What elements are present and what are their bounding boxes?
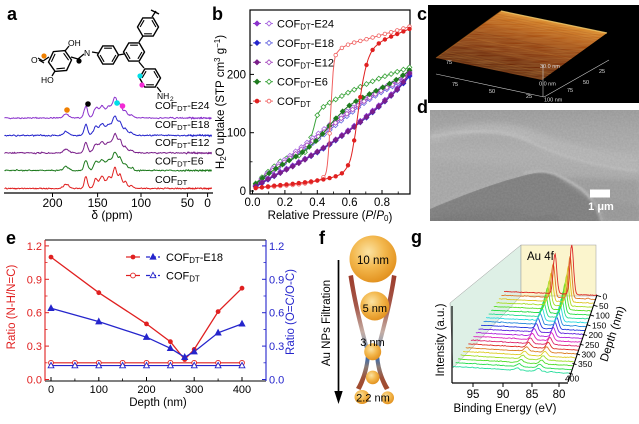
- svg-text:50: 50: [489, 89, 495, 95]
- svg-text:Relative Pressure (P/P0): Relative Pressure (P/P0): [268, 210, 393, 224]
- svg-text:200: 200: [42, 196, 62, 210]
- svg-text:2: 2: [170, 96, 174, 103]
- svg-text:O: O: [31, 55, 38, 65]
- svg-text:Depth (nm): Depth (nm): [129, 397, 187, 409]
- svg-text:300: 300: [185, 384, 203, 396]
- svg-text:80: 80: [553, 389, 566, 401]
- svg-text:200: 200: [137, 384, 155, 396]
- svg-text:e: e: [6, 228, 16, 248]
- svg-text:NH: NH: [157, 91, 169, 101]
- svg-text:1.2: 1.2: [269, 241, 284, 253]
- svg-text:0: 0: [240, 186, 246, 198]
- svg-text:350: 350: [578, 359, 592, 369]
- svg-text:Ratio (O=C/O-C): Ratio (O=C/O-C): [285, 269, 297, 355]
- svg-text:0.9: 0.9: [269, 274, 284, 286]
- svg-text:0.8: 0.8: [374, 197, 390, 209]
- svg-text:0.4: 0.4: [309, 197, 326, 209]
- svg-text:COFDT: COFDT: [166, 271, 200, 284]
- svg-text:COFDT-E6: COFDT-E6: [277, 77, 328, 90]
- svg-text:150: 150: [88, 196, 108, 210]
- svg-text:0.9: 0.9: [27, 274, 42, 286]
- svg-text:100: 100: [131, 196, 151, 210]
- svg-text:30.0 nm: 30.0 nm: [540, 64, 560, 70]
- svg-text:0.0: 0.0: [269, 375, 284, 387]
- svg-text:0.0 nm: 0.0 nm: [539, 82, 556, 88]
- svg-text:400: 400: [233, 384, 251, 396]
- svg-text:50: 50: [599, 301, 609, 311]
- svg-text:Binding Energy (eV): Binding Energy (eV): [454, 403, 557, 415]
- svg-text:2.2 nm: 2.2 nm: [356, 393, 390, 405]
- svg-text:COFDT: COFDT: [155, 174, 188, 187]
- svg-text:COFDT: COFDT: [277, 96, 311, 109]
- svg-text:0.6: 0.6: [269, 308, 284, 320]
- svg-text:d: d: [417, 97, 428, 117]
- svg-text:Au NPs Filtration: Au NPs Filtration: [321, 280, 333, 366]
- svg-text:H2O uptake (STP cm3 g−1): H2O uptake (STP cm3 g−1): [213, 35, 228, 169]
- svg-text:25: 25: [599, 69, 605, 75]
- svg-text:75: 75: [567, 88, 573, 94]
- svg-text:a: a: [7, 4, 18, 24]
- svg-text:0: 0: [204, 196, 211, 210]
- svg-text:COFDT-E18: COFDT-E18: [166, 252, 223, 265]
- svg-text:Intensity (a.u.): Intensity (a.u.): [435, 303, 447, 376]
- svg-text:g: g: [411, 227, 422, 247]
- svg-text:3 nm: 3 nm: [360, 337, 384, 349]
- svg-text:200: 200: [589, 330, 603, 340]
- svg-text:50: 50: [181, 196, 195, 210]
- svg-text:100: 100: [227, 128, 246, 140]
- svg-text:COFDT-E24: COFDT-E24: [277, 19, 334, 32]
- svg-text:COFDT-E12: COFDT-E12: [277, 57, 334, 70]
- svg-text:25: 25: [526, 94, 532, 100]
- svg-text:0.2: 0.2: [277, 197, 293, 209]
- svg-text:100: 100: [596, 311, 610, 321]
- svg-text:100: 100: [90, 384, 108, 396]
- svg-text:COFDT-E18: COFDT-E18: [277, 38, 334, 51]
- svg-text:0.3: 0.3: [269, 341, 284, 353]
- svg-text:δ (ppm): δ (ppm): [91, 208, 132, 222]
- svg-text:10 nm: 10 nm: [357, 255, 389, 267]
- svg-text:0.0: 0.0: [245, 197, 261, 209]
- svg-text:COFDT-E12: COFDT-E12: [155, 137, 210, 150]
- svg-text:0: 0: [603, 291, 608, 301]
- svg-text:75: 75: [446, 60, 452, 66]
- svg-text:N: N: [84, 48, 90, 58]
- svg-text:0.6: 0.6: [27, 308, 42, 320]
- svg-text:f: f: [319, 228, 326, 248]
- svg-text:85: 85: [526, 389, 539, 401]
- svg-text:b: b: [212, 4, 223, 24]
- svg-text:Ratio (N-H/N=C): Ratio (N-H/N=C): [6, 265, 18, 350]
- svg-text:0.6: 0.6: [342, 197, 358, 209]
- svg-text:90: 90: [497, 389, 510, 401]
- svg-text:0: 0: [48, 384, 54, 396]
- svg-text:c: c: [417, 4, 427, 24]
- svg-text:5 nm: 5 nm: [363, 303, 387, 315]
- svg-text:400: 400: [565, 374, 579, 384]
- svg-text:OH: OH: [68, 38, 81, 48]
- svg-text:300: 300: [582, 350, 596, 360]
- svg-text:1.2: 1.2: [27, 241, 42, 253]
- svg-text:0.3: 0.3: [27, 341, 42, 353]
- svg-text:150: 150: [592, 320, 606, 330]
- svg-text:250: 250: [585, 340, 599, 350]
- svg-text:200: 200: [227, 69, 246, 81]
- svg-text:75: 75: [452, 82, 458, 88]
- svg-text:COFDT-E24: COFDT-E24: [155, 100, 210, 113]
- svg-text:0.0: 0.0: [27, 375, 42, 387]
- svg-text:100 nm: 100 nm: [544, 98, 563, 104]
- svg-text:1 μm: 1 μm: [588, 201, 614, 213]
- svg-text:Au 4f: Au 4f: [527, 251, 555, 263]
- svg-text:COFDT-E6: COFDT-E6: [155, 156, 204, 169]
- svg-text:95: 95: [467, 389, 480, 401]
- svg-text:50: 50: [583, 80, 589, 86]
- svg-text:HO: HO: [41, 75, 54, 85]
- svg-text:COFDT-E18: COFDT-E18: [155, 119, 210, 132]
